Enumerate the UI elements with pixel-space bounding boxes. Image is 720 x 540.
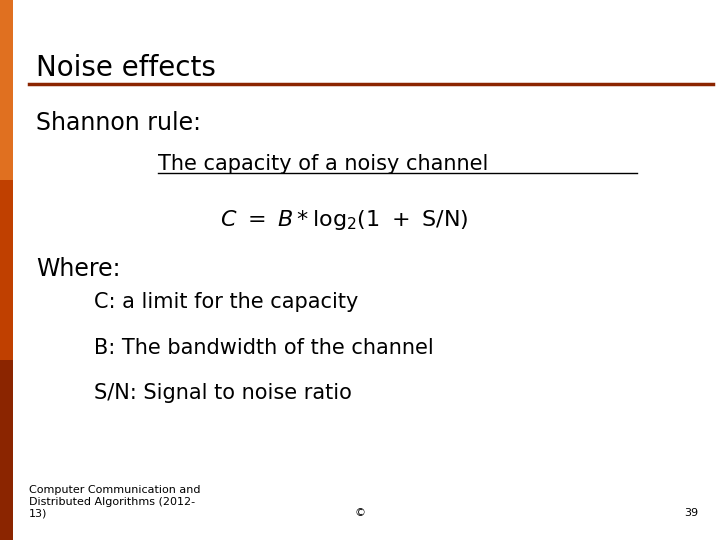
FancyBboxPatch shape [0, 180, 13, 360]
Text: The capacity of a noisy channel: The capacity of a noisy channel [158, 154, 489, 174]
Text: B: The bandwidth of the channel: B: The bandwidth of the channel [94, 338, 433, 357]
Text: C: a limit for the capacity: C: a limit for the capacity [94, 292, 358, 312]
Text: $\mathit{C}\ =\ \mathit{B}*\mathrm{log}_2(1\ +\ \mathrm{S/N})$: $\mathit{C}\ =\ \mathit{B}*\mathrm{log}_… [220, 208, 468, 232]
Text: Where:: Where: [36, 256, 120, 280]
Text: ©: © [354, 508, 366, 518]
Text: 39: 39 [684, 508, 698, 518]
FancyBboxPatch shape [0, 360, 13, 540]
FancyBboxPatch shape [0, 0, 13, 180]
Text: Computer Communication and
Distributed Algorithms (2012-
13): Computer Communication and Distributed A… [29, 485, 200, 518]
Text: Shannon rule:: Shannon rule: [36, 111, 201, 134]
Text: Noise effects: Noise effects [36, 54, 216, 82]
Text: S/N: Signal to noise ratio: S/N: Signal to noise ratio [94, 383, 351, 403]
